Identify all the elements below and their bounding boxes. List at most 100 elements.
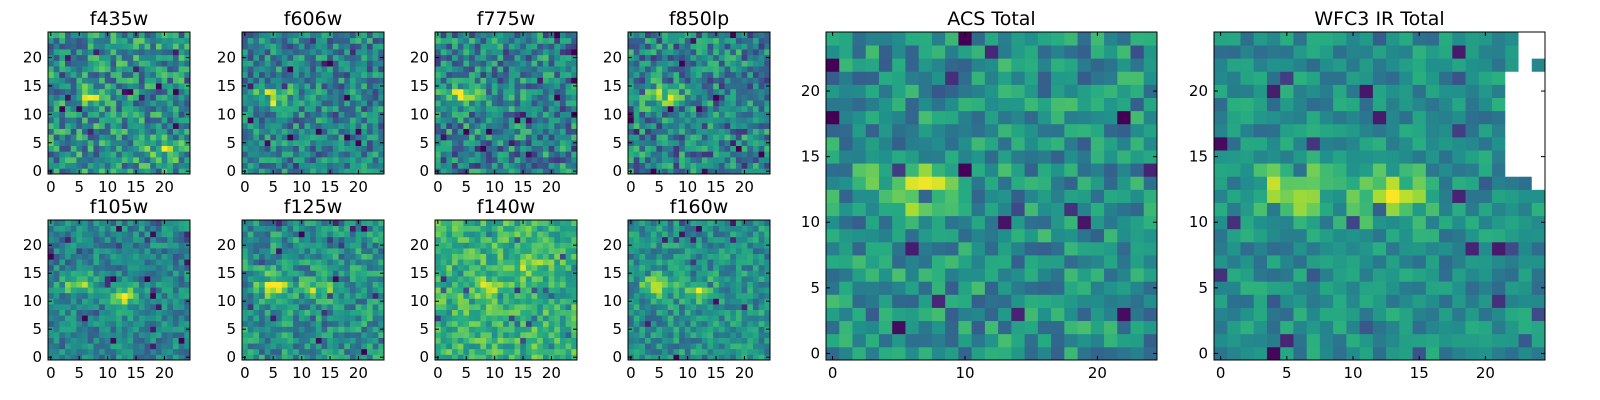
heatmap-cell (70, 94, 77, 101)
heatmap-cell (127, 66, 134, 73)
heatmap-cell (361, 139, 368, 146)
heatmap-cell (242, 134, 249, 141)
heatmap-cell (110, 248, 117, 254)
heatmap-cell (554, 66, 561, 73)
heatmap-cell (276, 162, 283, 169)
heatmap-cell (310, 332, 317, 338)
heatmap-cell (503, 253, 510, 260)
heatmap-cell (287, 298, 294, 305)
heatmap-cell (327, 253, 334, 260)
heatmap-cell (259, 354, 266, 361)
heatmap-cell (372, 145, 379, 152)
heatmap-cell (53, 242, 60, 249)
heatmap-cell (99, 236, 106, 243)
heatmap-cell (542, 304, 549, 310)
heatmap-cell (639, 315, 646, 322)
heatmap-cell (520, 326, 527, 333)
heatmap-cell (344, 49, 351, 56)
heatmap-cell (741, 309, 748, 316)
heatmap-cell (104, 100, 111, 107)
heatmap-cell (76, 54, 83, 61)
heatmap-cell (503, 32, 510, 39)
heatmap-cell (679, 139, 686, 146)
heatmap-cell (53, 122, 60, 129)
heatmap-cell (707, 43, 714, 50)
heatmap-cell (758, 83, 765, 90)
heatmap-cell (673, 54, 680, 61)
heatmap-cell (514, 32, 521, 39)
heatmap-cell (491, 248, 498, 254)
heatmap-cell (469, 134, 476, 141)
heatmap-cell (497, 145, 504, 152)
heatmap-cell (684, 54, 691, 61)
heatmap-cell (298, 100, 305, 107)
heatmap-cell (525, 225, 532, 232)
heatmap-cell (76, 94, 83, 101)
heatmap-cell (537, 298, 544, 305)
heatmap-cell (707, 304, 714, 310)
heatmap-cell (276, 248, 283, 254)
heatmap-cell (155, 117, 162, 124)
heatmap-cell (752, 37, 760, 44)
heatmap-cell (735, 337, 742, 344)
heatmap-cell (656, 71, 663, 78)
heatmap-cell (645, 151, 652, 158)
heatmap-cell (378, 100, 385, 107)
heatmap-cell (270, 343, 277, 350)
heatmap-cell (82, 128, 89, 135)
heatmap-cell (724, 332, 731, 338)
heatmap-cell (161, 298, 168, 305)
heatmap-cell (735, 77, 742, 84)
heatmap-cell (491, 151, 498, 158)
heatmap-cell (138, 71, 145, 78)
heatmap-cell (730, 94, 737, 101)
heatmap-cell (70, 309, 77, 316)
heatmap-cell (138, 253, 145, 260)
heatmap-cell (650, 32, 657, 39)
heatmap-cell (565, 231, 572, 238)
heatmap-cell (366, 32, 374, 39)
heatmap-cell (270, 304, 277, 310)
heatmap-cell (752, 326, 760, 333)
heatmap-cell (531, 270, 538, 277)
heatmap-cell (662, 145, 669, 152)
heatmap-cell (253, 94, 260, 101)
heatmap-cell (355, 94, 362, 101)
heatmap-cell (542, 162, 549, 169)
heatmap-cell (520, 66, 527, 73)
heatmap-cell (486, 37, 493, 44)
heatmap-cell (554, 54, 561, 61)
heatmap-cell (435, 151, 442, 158)
heatmap-cell (463, 71, 470, 78)
heatmap-cell (293, 122, 300, 129)
heatmap-cell (565, 94, 572, 101)
heatmap-cell (361, 248, 368, 254)
heatmap-cell (99, 348, 106, 355)
heatmap-cell (281, 281, 288, 288)
heatmap-cell (332, 105, 339, 112)
heatmap-cell (679, 83, 686, 90)
heatmap-cell (764, 60, 771, 67)
heatmap-cell (59, 162, 66, 169)
heatmap-cell (93, 105, 100, 112)
heatmap-cell (293, 236, 300, 243)
heatmap-cell (679, 71, 686, 78)
heatmap-cell (565, 49, 572, 56)
heatmap-cell (758, 145, 765, 152)
heatmap-cell (514, 100, 521, 107)
heatmap-cell (133, 88, 140, 95)
heatmap-cell (503, 156, 510, 164)
heatmap-cell (298, 248, 305, 254)
heatmap-cell (486, 134, 493, 141)
heatmap-cell (656, 151, 663, 158)
heatmap-cell (446, 111, 453, 118)
heatmap-cell (645, 348, 652, 355)
heatmap-cell (93, 100, 100, 107)
heatmap-cell (59, 156, 66, 164)
heatmap-cell (332, 343, 339, 350)
heatmap-cell (690, 292, 697, 299)
heatmap-cell (752, 77, 760, 84)
heatmap-cell (446, 292, 453, 299)
heatmap-cell (150, 60, 157, 67)
heatmap-cell (281, 83, 288, 90)
